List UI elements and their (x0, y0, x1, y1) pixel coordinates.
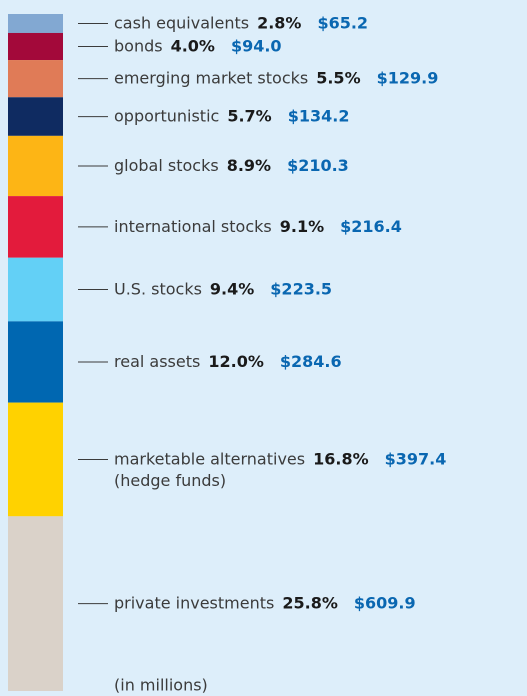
share-label: 5.5% (316, 68, 360, 87)
amount-label: $609.9 (354, 593, 416, 612)
category-note: (hedge funds) (114, 471, 226, 490)
category-name: cash equivalents (114, 13, 249, 32)
category-name: marketable alternatives (114, 449, 305, 468)
segment-label: bonds 4.0% $94.0 (114, 36, 282, 55)
category-name: opportunistic (114, 106, 219, 125)
amount-label: $94.0 (231, 36, 282, 55)
category-name: international stocks (114, 216, 272, 235)
share-label: 12.0% (208, 351, 264, 370)
segment (8, 321, 63, 403)
category-name: bonds (114, 36, 163, 55)
segment-label: private investments 25.8% $609.9 (114, 593, 416, 612)
segment-label: marketable alternatives 16.8% $397.4 (114, 449, 446, 468)
segment-label: real assets 12.0% $284.6 (114, 351, 342, 370)
segment-label: U.S. stocks 9.4% $223.5 (114, 279, 332, 298)
segment-label: emerging market stocks 5.5% $129.9 (114, 68, 438, 87)
amount-label: $210.3 (287, 155, 349, 174)
segment (8, 402, 63, 517)
share-label: 25.8% (282, 593, 338, 612)
segment-label: global stocks 8.9% $210.3 (114, 155, 349, 174)
share-label: 5.7% (227, 106, 271, 125)
category-name: emerging market stocks (114, 68, 308, 87)
amount-label: $134.2 (288, 106, 350, 125)
share-label: 16.8% (313, 449, 369, 468)
category-name: private investments (114, 593, 274, 612)
amount-label: $223.5 (270, 279, 332, 298)
segment (8, 14, 63, 33)
share-label: 9.4% (210, 279, 254, 298)
segment (8, 196, 63, 258)
amount-label: $129.9 (377, 68, 439, 87)
category-name: global stocks (114, 155, 219, 174)
category-name: U.S. stocks (114, 279, 202, 298)
share-label: 4.0% (171, 36, 215, 55)
amount-label: $216.4 (340, 216, 402, 235)
segment-label: international stocks 9.1% $216.4 (114, 216, 402, 235)
share-label: 9.1% (280, 216, 324, 235)
amount-label: $284.6 (280, 351, 342, 370)
segment (8, 257, 63, 322)
share-label: 2.8% (257, 13, 301, 32)
segment (8, 97, 63, 136)
amount-label: $65.2 (317, 13, 368, 32)
segment-label: cash equivalents 2.8% $65.2 (114, 13, 368, 32)
amount-label: $397.4 (385, 449, 447, 468)
segment (8, 32, 63, 61)
units-note: (in millions) (114, 676, 208, 695)
segment (8, 135, 63, 197)
share-label: 8.9% (227, 155, 271, 174)
segment (8, 516, 63, 691)
category-name: real assets (114, 351, 200, 370)
segment-label: opportunistic 5.7% $134.2 (114, 106, 349, 125)
segment (8, 60, 63, 98)
